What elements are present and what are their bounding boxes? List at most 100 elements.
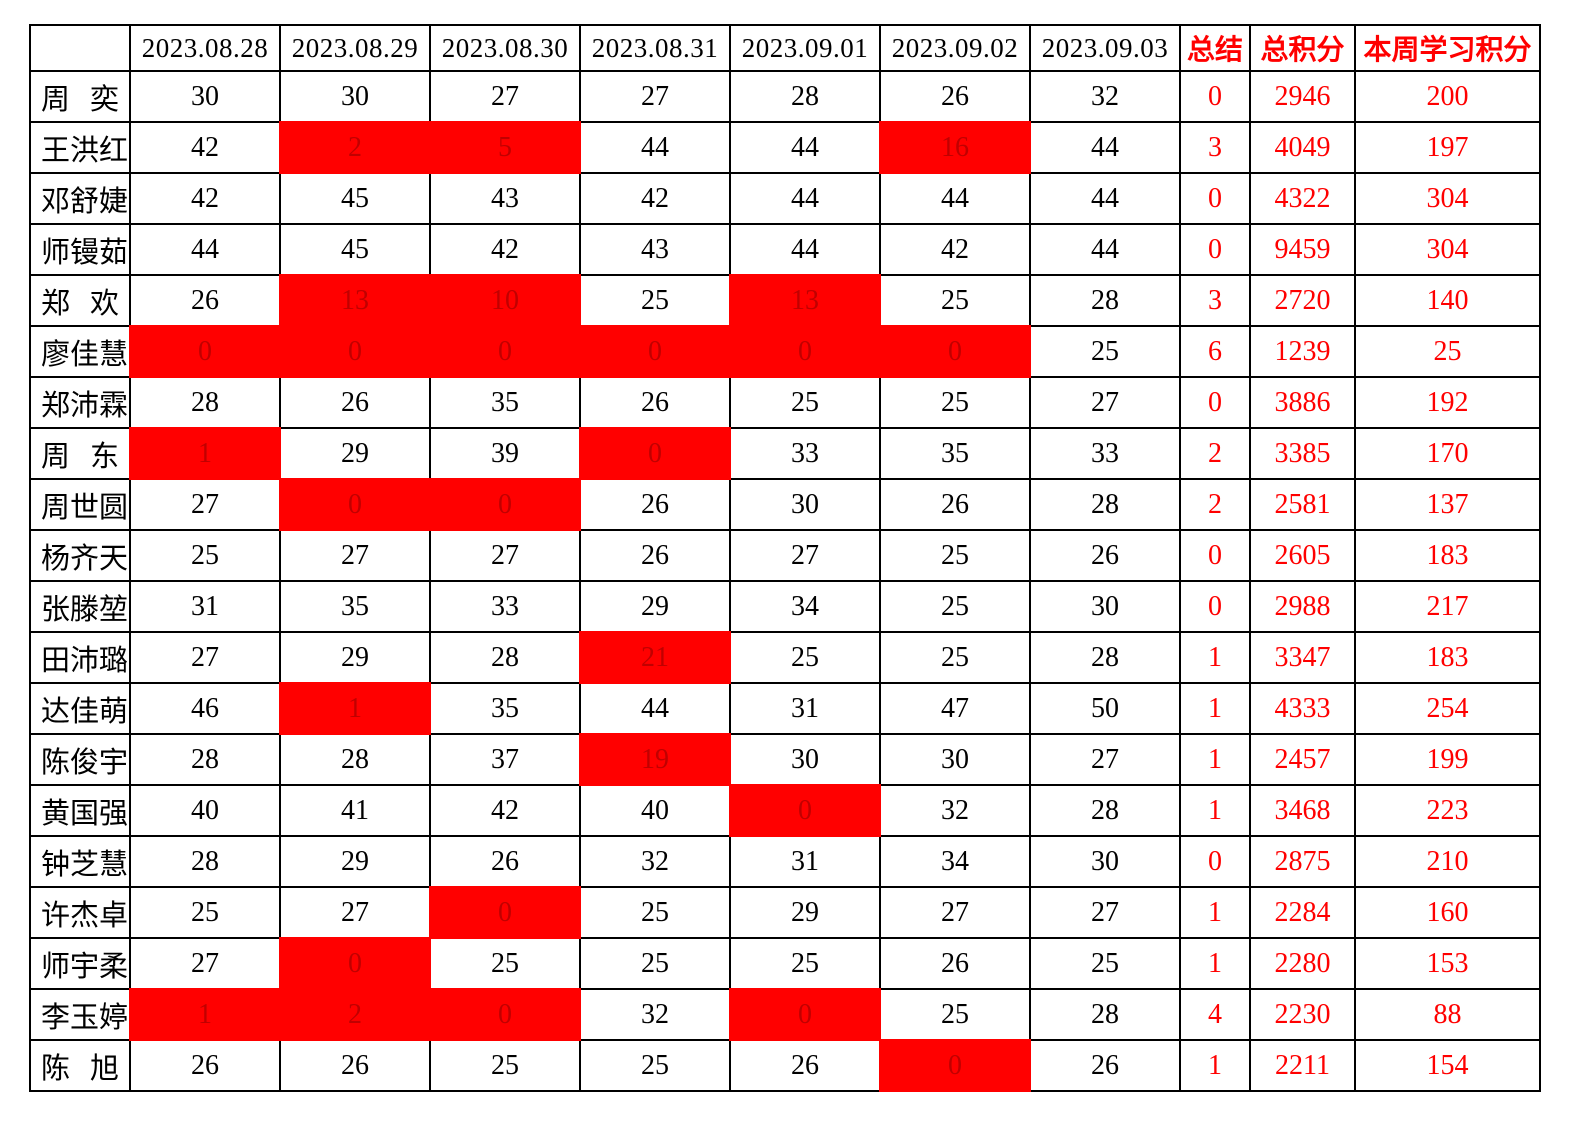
score-cell: 27 bbox=[129, 631, 281, 684]
table-header: 2023.08.28 2023.08.29 2023.08.30 2023.08.31… bbox=[29, 24, 1541, 72]
score-cell: 44 bbox=[879, 172, 1031, 225]
score-value: 5 bbox=[498, 131, 512, 163]
student-row: 周奕 30 30 27 27 28 26 32 0 2946 200 bbox=[29, 70, 1541, 123]
score-value: 0 bbox=[498, 488, 512, 520]
score-value: 19 bbox=[641, 743, 669, 775]
student-name: 周世圆 bbox=[29, 478, 131, 531]
score-value: 0 bbox=[348, 947, 362, 979]
total-points-cell: 3468 bbox=[1249, 784, 1356, 837]
score-cell: 29 bbox=[279, 835, 431, 888]
student-row: 李玉婷 1 2 0 32 0 25 28 4 2230 88 bbox=[29, 988, 1541, 1041]
score-cell: 26 bbox=[579, 376, 731, 429]
score-value: 25 bbox=[791, 386, 819, 418]
total-points-cell: 2946 bbox=[1249, 70, 1356, 123]
score-cell: 28 bbox=[129, 376, 281, 429]
score-cell: 10 bbox=[429, 274, 581, 327]
score-value: 26 bbox=[341, 1049, 369, 1081]
score-value: 33 bbox=[1091, 437, 1119, 469]
student-name: 陈俊宇 bbox=[29, 733, 131, 786]
week-points-cell: 197 bbox=[1354, 121, 1541, 174]
student-row: 师宇柔 27 0 25 25 25 26 25 1 2280 153 bbox=[29, 937, 1541, 990]
week-points-cell: 140 bbox=[1354, 274, 1541, 327]
summary-count-cell: 0 bbox=[1179, 172, 1251, 225]
score-cell: 31 bbox=[729, 682, 881, 735]
score-cell: 26 bbox=[879, 937, 1031, 990]
score-value: 26 bbox=[191, 1049, 219, 1081]
score-cell: 32 bbox=[879, 784, 1031, 837]
score-value: 0 bbox=[348, 335, 362, 367]
score-value: 1 bbox=[198, 437, 212, 469]
score-value: 26 bbox=[941, 488, 969, 520]
score-cell: 0 bbox=[729, 988, 881, 1041]
score-cell: 0 bbox=[279, 937, 431, 990]
column-header-summary-1: 总积分 bbox=[1249, 24, 1356, 72]
score-cell: 50 bbox=[1029, 682, 1181, 735]
week-points-cell: 170 bbox=[1354, 427, 1541, 480]
score-value: 37 bbox=[491, 743, 519, 775]
score-cell: 44 bbox=[729, 223, 881, 276]
score-value: 25 bbox=[191, 539, 219, 571]
total-points-cell: 9459 bbox=[1249, 223, 1356, 276]
score-cell: 44 bbox=[1029, 223, 1181, 276]
score-cell: 44 bbox=[1029, 121, 1181, 174]
week-points-cell: 254 bbox=[1354, 682, 1541, 735]
score-value: 26 bbox=[941, 947, 969, 979]
score-cell: 26 bbox=[579, 478, 731, 531]
score-cell: 25 bbox=[429, 1039, 581, 1092]
score-value: 27 bbox=[341, 896, 369, 928]
score-value: 27 bbox=[791, 539, 819, 571]
score-cell: 40 bbox=[129, 784, 281, 837]
column-header-date-4: 2023.09.01 bbox=[729, 24, 881, 72]
student-name: 达佳萌 bbox=[29, 682, 131, 735]
score-value: 26 bbox=[641, 488, 669, 520]
score-cell: 27 bbox=[1029, 733, 1181, 786]
score-value: 0 bbox=[648, 437, 662, 469]
score-cell: 35 bbox=[879, 427, 1031, 480]
score-value: 29 bbox=[791, 896, 819, 928]
highlight-fill bbox=[279, 325, 431, 378]
student-row: 陈俊宇 28 28 37 19 30 30 27 1 2457 199 bbox=[29, 733, 1541, 786]
score-cell: 0 bbox=[729, 325, 881, 378]
score-value: 25 bbox=[791, 641, 819, 673]
total-points-cell: 1239 bbox=[1249, 325, 1356, 378]
score-cell: 34 bbox=[879, 835, 1031, 888]
score-cell: 32 bbox=[1029, 70, 1181, 123]
score-cell: 0 bbox=[729, 784, 881, 837]
score-cell: 30 bbox=[129, 70, 281, 123]
score-value: 47 bbox=[941, 692, 969, 724]
score-cell: 33 bbox=[1029, 427, 1181, 480]
score-cell: 26 bbox=[129, 1039, 281, 1092]
score-cell: 27 bbox=[279, 529, 431, 582]
score-value: 25 bbox=[641, 1049, 669, 1081]
score-value: 25 bbox=[491, 947, 519, 979]
score-value: 32 bbox=[1091, 80, 1119, 112]
total-points-cell: 4049 bbox=[1249, 121, 1356, 174]
student-name: 杨齐天 bbox=[29, 529, 131, 582]
score-value: 32 bbox=[941, 794, 969, 826]
score-value: 42 bbox=[191, 131, 219, 163]
score-cell: 28 bbox=[129, 835, 281, 888]
student-row: 许杰卓 25 27 0 25 29 27 27 1 2284 160 bbox=[29, 886, 1541, 939]
score-cell: 0 bbox=[429, 886, 581, 939]
score-value: 26 bbox=[1091, 1049, 1119, 1081]
score-value: 0 bbox=[498, 896, 512, 928]
score-value: 28 bbox=[1091, 998, 1119, 1030]
score-value: 27 bbox=[191, 488, 219, 520]
score-cell: 30 bbox=[879, 733, 1031, 786]
score-cell: 29 bbox=[279, 427, 431, 480]
highlight-fill bbox=[879, 1039, 1031, 1092]
summary-count-cell: 1 bbox=[1179, 886, 1251, 939]
score-value: 35 bbox=[941, 437, 969, 469]
summary-count-cell: 0 bbox=[1179, 529, 1251, 582]
score-value: 30 bbox=[791, 488, 819, 520]
score-cell: 29 bbox=[279, 631, 431, 684]
score-cell: 25 bbox=[1029, 937, 1181, 990]
score-cell: 25 bbox=[879, 376, 1031, 429]
week-points-cell: 154 bbox=[1354, 1039, 1541, 1092]
score-value: 13 bbox=[791, 284, 819, 316]
student-row: 王洪红 42 2 5 44 44 16 44 3 4049 197 bbox=[29, 121, 1541, 174]
highlight-fill bbox=[129, 988, 281, 1041]
total-points-cell: 2230 bbox=[1249, 988, 1356, 1041]
score-cell: 26 bbox=[729, 1039, 881, 1092]
student-name: 廖佳慧 bbox=[29, 325, 131, 378]
